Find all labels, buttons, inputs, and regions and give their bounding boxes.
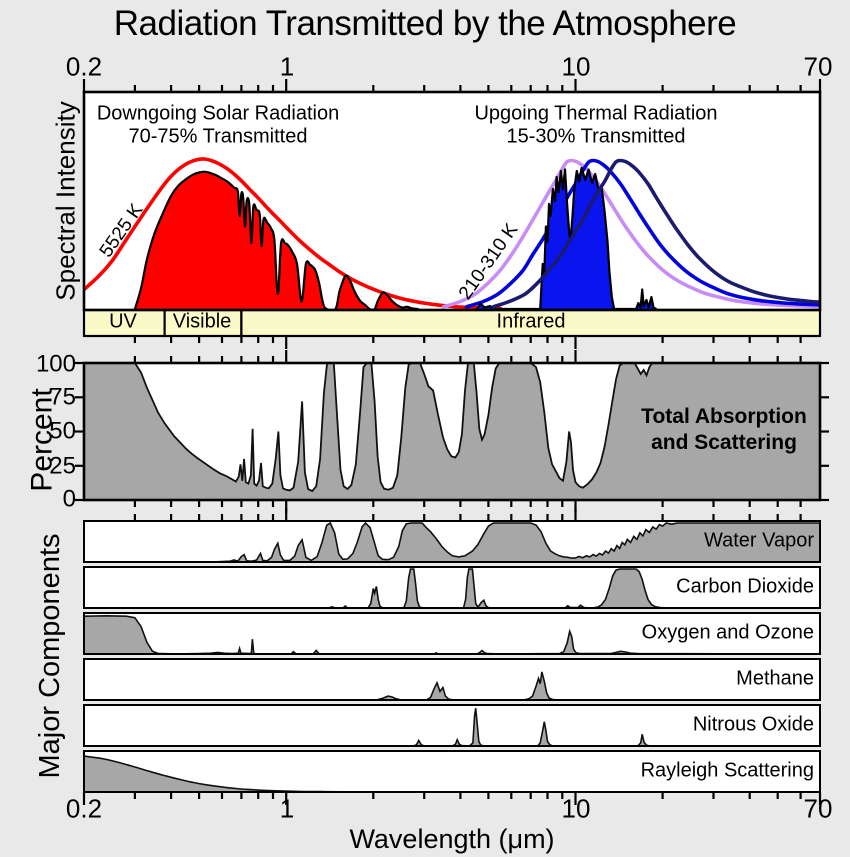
component-strip-bg-2 bbox=[84, 613, 820, 654]
component-series-5 bbox=[85, 755, 819, 792]
x-tick-top-1: 1 bbox=[279, 51, 295, 82]
major-components-axis-label: Major Components bbox=[33, 533, 66, 779]
y-tick-25: 25 bbox=[49, 452, 76, 480]
band-box-visible bbox=[163, 308, 243, 338]
series-total-absorption-and-scattering bbox=[85, 364, 819, 500]
spectral-series bbox=[85, 157, 819, 309]
component-strip-frame-5 bbox=[83, 750, 821, 793]
component-label-methane: Methane bbox=[736, 667, 814, 690]
spectral-panel-frame bbox=[82, 90, 822, 312]
spectral-intensity-axis-label: Spectral Intensity bbox=[50, 101, 81, 301]
y-tick-50: 50 bbox=[49, 417, 76, 445]
total-absorption-series bbox=[85, 364, 819, 500]
x-tick-top-0.2: 0.2 bbox=[65, 51, 103, 82]
x-tick-top-70: 70 bbox=[803, 51, 833, 82]
component-strip-bg-3 bbox=[84, 659, 820, 700]
component-label-water-vapor: Water Vapor bbox=[703, 529, 814, 552]
component-strip-frame-1 bbox=[83, 566, 821, 609]
x-tick-top-10: 10 bbox=[561, 51, 591, 82]
thermal-caption-line1: Upgoing Thermal Radiation bbox=[474, 102, 718, 125]
band-box-uv bbox=[82, 308, 166, 338]
series-rayleigh-scattering bbox=[85, 755, 819, 792]
component-label-rayleigh-scattering: Rayleigh Scattering bbox=[640, 759, 814, 782]
y-axis-ticks bbox=[75, 361, 829, 502]
x-tick-bottom-70: 70 bbox=[803, 793, 833, 824]
figure-title: Radiation Transmitted by the Atmosphere bbox=[113, 4, 737, 43]
series-thermal-transmitted bbox=[475, 166, 658, 309]
wavelength-axis-label: Wavelength (μm) bbox=[349, 823, 555, 854]
component-strip-bg-4 bbox=[84, 705, 820, 746]
band-label-uv: UV bbox=[109, 310, 137, 333]
component-series-3 bbox=[376, 671, 819, 700]
y-tick-75: 75 bbox=[49, 383, 76, 411]
solar-caption-line1: Downgoing Solar Radiation bbox=[96, 102, 340, 125]
component-strip-frame-4 bbox=[83, 704, 821, 747]
total-absorption-caption-line2: and Scattering bbox=[651, 430, 797, 454]
y-tick-0: 0 bbox=[62, 485, 76, 513]
x-tick-bottom-10: 10 bbox=[561, 793, 591, 824]
total-absorption-caption-line1: Total Absorption bbox=[641, 404, 807, 428]
component-strip-bg-1 bbox=[84, 567, 820, 608]
solar-caption-line2: 70-75% Transmitted bbox=[128, 125, 308, 148]
series-thermal-210K bbox=[491, 158, 819, 309]
x-tick-bottom-1: 1 bbox=[279, 793, 295, 824]
component-series-0 bbox=[211, 522, 819, 562]
series-solar-envelope-5525K bbox=[85, 157, 503, 309]
x-axis-ticks bbox=[82, 79, 822, 805]
x-tick-bottom-0.2: 0.2 bbox=[65, 793, 103, 824]
band-label-visible: Visible bbox=[172, 310, 232, 333]
thermal-caption-line2: 15-30% Transmitted bbox=[506, 125, 686, 148]
component-label-nitrous-oxide: Nitrous Oxide bbox=[692, 713, 814, 736]
series-methane bbox=[376, 671, 819, 700]
component-label-carbon-dioxide: Carbon Dioxide bbox=[676, 575, 814, 598]
component-strip-frame-3 bbox=[83, 658, 821, 701]
component-strip-frame-0 bbox=[83, 520, 821, 563]
component-label-oxygen-ozone: Oxygen and Ozone bbox=[641, 621, 814, 644]
band-label-infrared: Infrared bbox=[496, 310, 566, 333]
component-strip-frame-2 bbox=[83, 612, 821, 655]
y-tick-100: 100 bbox=[35, 350, 76, 378]
series-water-vapor bbox=[211, 522, 819, 562]
